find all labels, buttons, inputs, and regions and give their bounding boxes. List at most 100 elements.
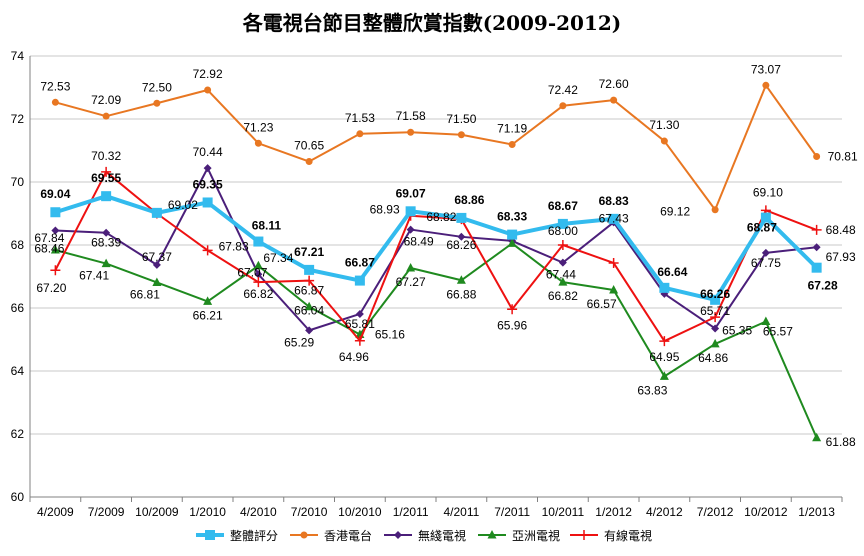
data-label: 68.67 — [548, 199, 578, 213]
series-line — [55, 84, 818, 211]
data-label: 65.35 — [722, 323, 752, 337]
data-label: 66.81 — [130, 287, 160, 301]
data-point — [354, 335, 365, 346]
data-point — [813, 152, 821, 160]
series-0 — [50, 191, 822, 305]
x-tick-label: 1/2012 — [595, 505, 632, 519]
y-tick-label: 70 — [11, 175, 25, 189]
data-point — [812, 432, 822, 442]
data-point — [456, 212, 467, 223]
data-point — [608, 257, 619, 268]
data-point — [356, 130, 364, 138]
data-point — [102, 112, 110, 120]
data-label: 71.58 — [396, 109, 426, 123]
data-label: 65.96 — [497, 318, 527, 332]
legend-marker — [579, 530, 589, 540]
data-point — [253, 277, 264, 288]
data-point — [507, 304, 518, 315]
data-point — [762, 81, 770, 89]
x-tick-label: 7/2011 — [494, 505, 530, 519]
data-point — [152, 277, 162, 286]
data-point — [760, 212, 771, 223]
data-point — [507, 238, 517, 247]
data-label: 67.75 — [751, 256, 781, 270]
data-label: 67.07 — [237, 265, 267, 279]
data-label: 66.82 — [548, 289, 578, 303]
legend-marker — [300, 531, 308, 539]
data-label: 67.37 — [142, 250, 172, 264]
data-point — [101, 191, 112, 202]
data-label: 68.83 — [599, 194, 629, 208]
data-label: 64.95 — [649, 350, 679, 364]
data-label: 66.57 — [587, 297, 617, 311]
data-label: 67.27 — [396, 275, 426, 289]
data-point — [305, 326, 314, 335]
data-point — [152, 260, 161, 269]
data-point — [202, 245, 213, 256]
data-point — [202, 197, 213, 208]
data-label: 66.64 — [657, 265, 687, 279]
legend-label: 整體評分 — [230, 528, 278, 543]
data-point — [151, 207, 162, 218]
data-point — [609, 285, 619, 294]
data-label: 68.33 — [497, 210, 527, 224]
legend-label: 無綫電視 — [418, 528, 466, 543]
data-label: 68.39 — [91, 236, 121, 250]
data-point — [50, 265, 61, 276]
grid — [30, 55, 842, 498]
data-label: 67.93 — [826, 250, 856, 264]
series-lines — [50, 81, 822, 442]
series-line — [54, 194, 819, 302]
data-point — [203, 296, 213, 305]
data-label: 72.92 — [193, 67, 223, 81]
series-2 — [51, 164, 821, 335]
x-tick-label: 4/2009 — [37, 505, 74, 519]
data-label: 71.30 — [649, 118, 679, 132]
data-point — [304, 264, 315, 275]
data-label: 64.96 — [339, 350, 369, 364]
data-point — [304, 301, 314, 311]
data-label: 73.07 — [751, 62, 781, 76]
x-tick-label: 10/2012 — [744, 505, 788, 519]
data-point — [457, 131, 465, 139]
data-point — [660, 137, 668, 145]
data-point — [507, 229, 518, 240]
data-label: 65.57 — [763, 325, 793, 339]
data-label: 71.53 — [345, 111, 375, 125]
data-label: 66.88 — [446, 287, 476, 301]
data-point — [710, 338, 720, 348]
y-tick-label: 68 — [11, 238, 25, 252]
y-tick-label: 62 — [11, 427, 25, 441]
data-label: 65.29 — [284, 335, 314, 349]
data-point — [204, 86, 212, 94]
data-label: 72.09 — [91, 93, 121, 107]
data-label: 66.82 — [243, 287, 273, 301]
data-label: 72.53 — [40, 79, 70, 93]
data-label: 68.26 — [446, 238, 476, 252]
y-tick-label: 60 — [11, 490, 25, 504]
series-line — [55, 242, 818, 439]
data-point — [406, 225, 415, 234]
data-label: 65.71 — [700, 304, 730, 318]
data-point — [761, 248, 770, 257]
data-label: 71.23 — [243, 120, 273, 134]
series-4 — [50, 166, 822, 347]
legend-marker — [394, 531, 402, 539]
data-label: 69.04 — [40, 187, 70, 201]
x-tick-label: 1/2013 — [798, 505, 835, 519]
x-tick-label: 7/2009 — [88, 505, 125, 519]
data-point — [711, 206, 719, 214]
data-point — [558, 258, 567, 267]
data-point — [102, 228, 111, 237]
data-label: 67.41 — [79, 269, 109, 283]
x-tick-label: 7/2010 — [291, 505, 328, 519]
data-label: 67.43 — [599, 211, 629, 225]
data-label: 72.50 — [142, 80, 172, 94]
data-label: 71.50 — [446, 112, 476, 126]
data-label: 67.28 — [808, 279, 838, 293]
data-point — [811, 224, 822, 235]
data-point — [153, 99, 161, 107]
data-label: 69.02 — [168, 198, 198, 212]
